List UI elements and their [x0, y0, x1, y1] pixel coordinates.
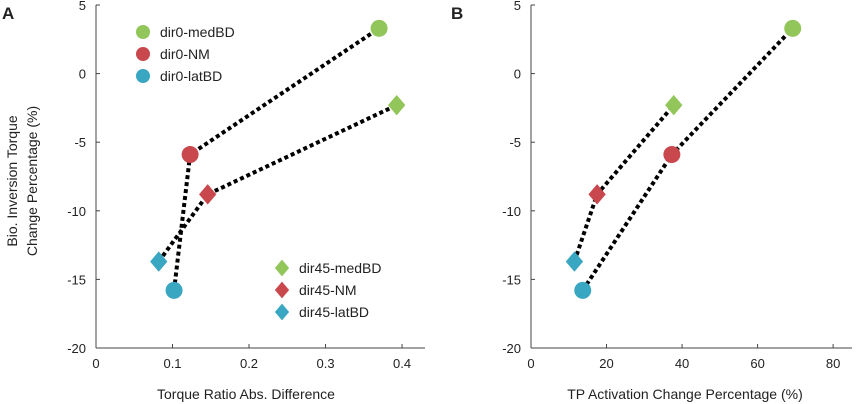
panel-a-point-dir45-nm [199, 184, 217, 205]
panel-a-xlabel: Torque Ratio Abs. Difference [157, 386, 335, 402]
panel-a-point-dir0-nm [181, 146, 199, 164]
panel-a-ylabel-line1: Bio. Inversion Torque [4, 115, 20, 246]
panel-b-xtick-label: 60 [750, 356, 764, 371]
panel-b-xlabel: TP Activation Change Percentage (%) [567, 386, 803, 402]
panel-b-point-dir0-nm [663, 146, 681, 164]
panel-a-point-dir45-medbd [388, 94, 406, 116]
panel-b-ytick-label: -20 [502, 341, 521, 356]
panel-b-ytick-label: -5 [509, 135, 521, 150]
panel-a-legend-bottom-right: dir45-medBD dir45-NM dir45-latBD [274, 259, 381, 321]
panel-a-ytick-label: -10 [67, 204, 86, 219]
panel-a-legend-marker-dir0-medbd [136, 25, 150, 39]
panel-b-point-dir45-medbd [665, 94, 683, 116]
panel-b-ytick-label: 0 [514, 67, 521, 82]
panel-a-legend-label-dir0-medbd: dir0-medBD [160, 24, 235, 40]
panel-a-connector-line-dir45 [157, 103, 398, 263]
panel-b-connector-line-dir0 [581, 26, 795, 292]
panel-a-xtick-label: 0.2 [240, 356, 258, 371]
panel-a-legend-label-dir0-latbd: dir0-latBD [160, 68, 222, 84]
panel-a-legend-label-dir45-medbd: dir45-medBD [299, 260, 381, 276]
panel-a-xtick-label: 0.1 [163, 356, 181, 371]
panel-b-letter: B [451, 4, 463, 23]
panel-a-point-dir0-latbd [165, 281, 183, 299]
panel-a-ylabel-line2: Change Percentage (%) [24, 106, 40, 256]
panel-a-ytick-label: -15 [67, 272, 86, 287]
panel-a-legend-marker-dir0-nm [136, 47, 150, 61]
panel-b-xtick-label: 80 [826, 356, 840, 371]
panel-a-ytick-label: -20 [67, 341, 86, 356]
panel-b-plot-area: 5 0 -5 -10 -15 -20 0 20 40 60 80 [502, 0, 852, 371]
panel-a-xtick-label: 0 [92, 356, 99, 371]
panel-a-legend-marker-dir45-latbd [274, 303, 290, 321]
panel-a-ytick-label: 5 [79, 0, 86, 13]
panel-a-ytick-label: -5 [74, 135, 86, 150]
panel-b-ytick-label: 5 [514, 0, 521, 13]
panel-a-legend-label-dir45-latbd: dir45-latBD [299, 304, 369, 320]
panel-a-legend-marker-dir45-medbd [274, 259, 290, 277]
panel-b-point-dir45-latbd [565, 251, 584, 272]
panel-a-legend-marker-dir45-nm [274, 281, 290, 299]
panel-b-xtick-label: 40 [675, 356, 689, 371]
panel-a-plot-area: 50-5-10-15-200 0.1 0.2 0.3 0.4dir0-medBDdir0… [67, 0, 425, 371]
panel-b: B TP Activation Change Percentage (%) 5 0… [451, 0, 852, 402]
panel-b-ytick-label: -10 [502, 204, 521, 219]
panel-a-point-dir45-latbd [150, 251, 168, 272]
panel-b-point-dir45-nm [588, 184, 606, 205]
panel-a-ytick-label: 0 [79, 67, 86, 82]
panel-a-point-dir0-medbd [370, 19, 388, 37]
panel-b-point-dir0-medbd [784, 19, 802, 37]
panel-b-connector-line-dir45 [572, 103, 676, 263]
panel-a-legend-label-dir0-nm: dir0-NM [160, 46, 210, 62]
panel-a-xtick-label: 0.4 [393, 356, 411, 371]
panel-b-point-dir0-latbd [574, 281, 592, 299]
panel-a: A Bio. Inversion Torque Change Percentag… [2, 0, 425, 402]
panel-b-xtick-label: 20 [599, 356, 613, 371]
panel-a-legend-label-dir45-nm: dir45-NM [299, 282, 357, 298]
panel-b-ytick-label: -15 [502, 272, 521, 287]
panel-a-legend-top-left: dir0-medBD dir0-NM dir0-latBD [136, 24, 235, 84]
panel-a-letter: A [2, 4, 14, 23]
panel-a-legend-marker-dir0-latbd [136, 69, 150, 83]
panel-b-xtick-label: 0 [527, 356, 534, 371]
panel-a-xtick-label: 0.3 [316, 356, 334, 371]
